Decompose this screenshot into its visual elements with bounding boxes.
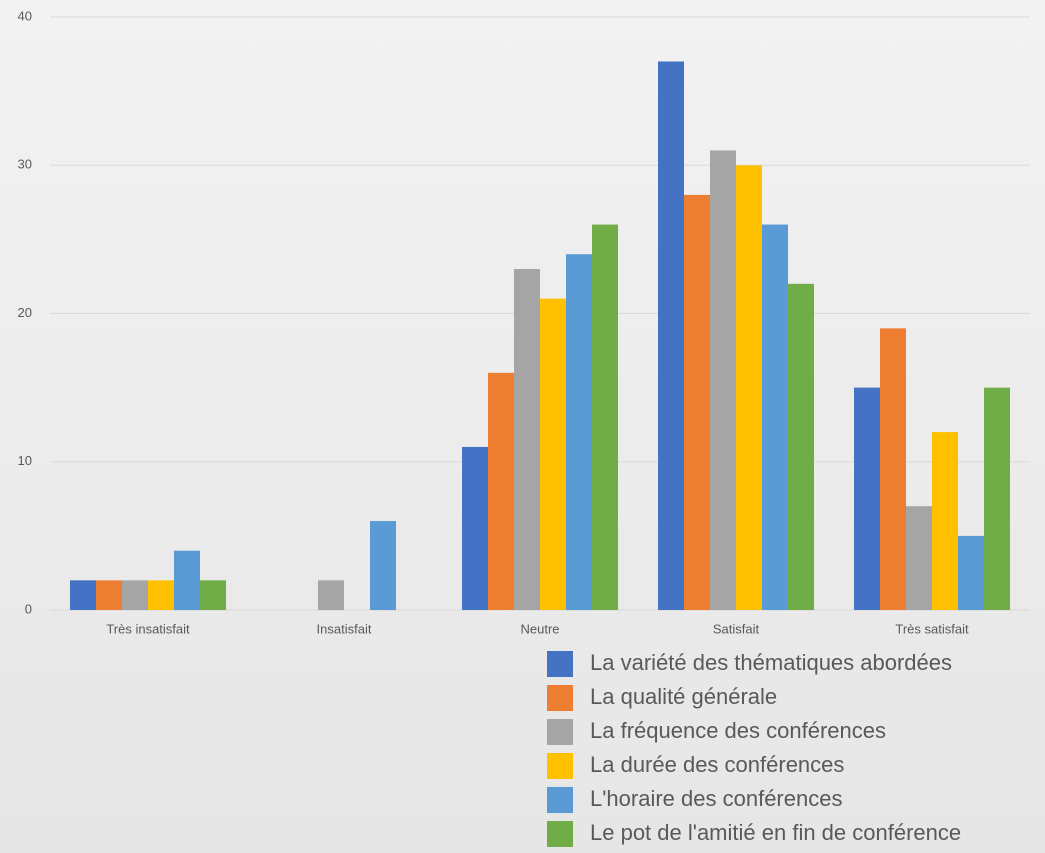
- legend-label: La variété des thématiques abordées: [590, 650, 952, 675]
- bar: [488, 372, 514, 610]
- bar: [592, 224, 618, 611]
- bar: [96, 580, 122, 610]
- y-tick-label: 0: [25, 601, 32, 616]
- x-tick-label: Très satisfait: [895, 621, 969, 636]
- bar: [514, 269, 540, 610]
- legend-label: L'horaire des conférences: [590, 786, 842, 811]
- bar: [566, 254, 592, 610]
- bar: [462, 446, 488, 610]
- legend-swatch: [547, 821, 573, 847]
- bar: [148, 580, 174, 610]
- bar: [958, 535, 984, 610]
- bar: [684, 194, 710, 610]
- bar: [788, 283, 814, 610]
- y-tick-label: 10: [18, 453, 32, 468]
- legend-swatch: [547, 685, 573, 711]
- legend-label: La qualité générale: [590, 684, 777, 709]
- legend-label: La durée des conférences: [590, 752, 844, 777]
- legend-swatch: [547, 719, 573, 745]
- bar: [984, 387, 1010, 610]
- bar: [200, 580, 226, 610]
- bar: [906, 506, 932, 610]
- legend-swatch: [547, 651, 573, 677]
- x-tick-label: Très insatisfait: [106, 621, 190, 636]
- bar: [880, 328, 906, 610]
- bar: [370, 521, 396, 610]
- bar: [122, 580, 148, 610]
- y-tick-label: 40: [18, 8, 32, 23]
- bar: [174, 550, 200, 610]
- legend-swatch: [547, 753, 573, 779]
- y-tick-label: 30: [18, 157, 32, 172]
- y-tick-label: 20: [18, 305, 32, 320]
- bar: [318, 580, 344, 610]
- bar: [762, 224, 788, 611]
- bar: [710, 150, 736, 611]
- legend-label: La fréquence des conférences: [590, 718, 886, 743]
- bar: [658, 61, 684, 611]
- x-tick-label: Satisfait: [713, 621, 760, 636]
- bar: [854, 387, 880, 610]
- bar: [70, 580, 96, 610]
- x-tick-label: Neutre: [520, 621, 559, 636]
- bar: [932, 432, 958, 610]
- x-tick-label: Insatisfait: [317, 621, 372, 636]
- legend-swatch: [547, 787, 573, 813]
- bar: [736, 165, 762, 610]
- bar: [540, 298, 566, 610]
- legend-label: Le pot de l'amitié en fin de conférence: [590, 820, 961, 845]
